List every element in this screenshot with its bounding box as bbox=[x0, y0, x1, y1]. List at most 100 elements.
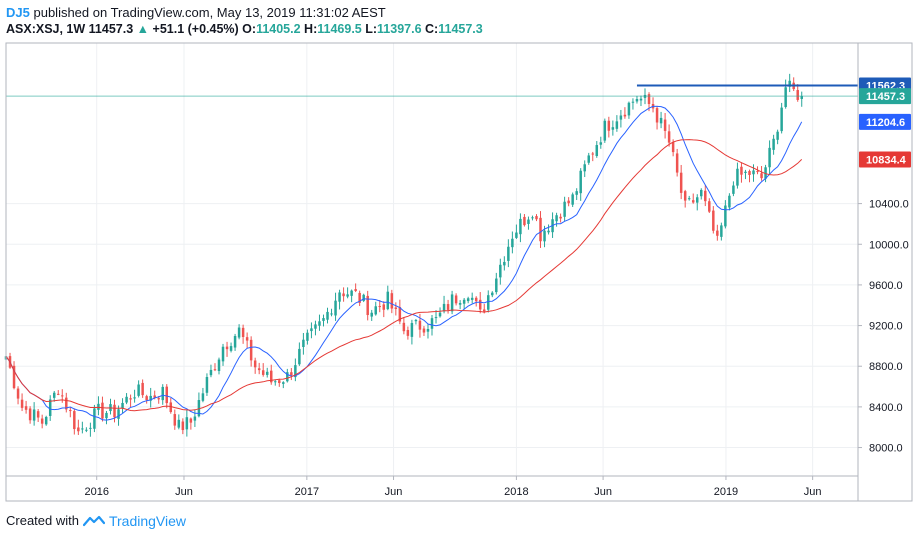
candle-body bbox=[346, 294, 348, 296]
candle-body bbox=[326, 312, 328, 320]
price-tag-label: 10834.4 bbox=[866, 154, 907, 166]
candle-body bbox=[567, 201, 569, 204]
candle-body bbox=[302, 340, 304, 347]
ohlc-legend: ASX:XSJ, 1W 11457.3 ▲ +51.1 (+0.45%) O:1… bbox=[6, 21, 483, 38]
candle-body bbox=[354, 289, 356, 291]
candle-body bbox=[210, 370, 212, 375]
candle-body bbox=[374, 306, 376, 314]
candle-body bbox=[712, 211, 714, 231]
candle-body bbox=[507, 247, 509, 261]
candle-body bbox=[616, 121, 618, 128]
candle-body bbox=[716, 231, 718, 236]
candle-body bbox=[768, 148, 770, 167]
candle-body bbox=[732, 186, 734, 194]
candle-body bbox=[133, 397, 135, 398]
candle-body bbox=[511, 239, 513, 247]
candle-body bbox=[141, 383, 143, 395]
candle-body bbox=[419, 321, 421, 330]
candle-body bbox=[688, 198, 690, 199]
candle-body bbox=[772, 139, 774, 150]
candle-body bbox=[310, 328, 312, 331]
candle-body bbox=[77, 427, 79, 431]
price-tags: 11562.311457.311204.610834.4 bbox=[859, 77, 911, 167]
price-tick-label: 8800.0 bbox=[869, 361, 903, 373]
candle-body bbox=[439, 313, 441, 317]
candle-body bbox=[129, 398, 131, 399]
time-tick-label: Jun bbox=[594, 486, 612, 498]
price-tick-label: 8400.0 bbox=[869, 402, 903, 414]
candle-body bbox=[53, 393, 55, 398]
candle-body bbox=[784, 87, 786, 107]
candle-body bbox=[487, 295, 489, 310]
time-tick-label: Jun bbox=[385, 486, 403, 498]
open-label: O: bbox=[242, 22, 256, 36]
high-label: H: bbox=[304, 22, 317, 36]
candle-body bbox=[306, 333, 308, 341]
candle-body bbox=[222, 347, 224, 362]
candle-body bbox=[214, 369, 216, 370]
candle-body bbox=[519, 219, 521, 234]
candle-body bbox=[250, 340, 252, 360]
candle-body bbox=[740, 167, 742, 175]
candle-body bbox=[246, 337, 248, 340]
high-value: 11469.5 bbox=[317, 22, 362, 36]
candle-body bbox=[182, 422, 184, 431]
time-tick-label: 2019 bbox=[714, 486, 738, 498]
publisher-username[interactable]: DJ5 bbox=[6, 5, 30, 20]
candle-body bbox=[322, 318, 324, 321]
candle-body bbox=[318, 321, 320, 325]
price-axis[interactable]: 8000.0 8400.0 8800.0 9200.0 9600.0 10000.0 104… bbox=[858, 199, 909, 455]
candle-body bbox=[608, 121, 610, 131]
candle-body bbox=[314, 324, 316, 328]
candle-body bbox=[121, 403, 123, 408]
candle-body bbox=[383, 304, 385, 309]
candle-body bbox=[342, 294, 344, 297]
candle-body bbox=[539, 218, 541, 241]
candle-body bbox=[166, 387, 168, 403]
candle-body bbox=[664, 120, 666, 131]
candle-body bbox=[125, 397, 127, 403]
time-tick-label: Jun bbox=[175, 486, 193, 498]
candle-body bbox=[391, 293, 393, 308]
candle-body bbox=[330, 313, 332, 314]
price-change: +51.1 (+0.45%) bbox=[153, 22, 239, 36]
candle-body bbox=[748, 171, 750, 175]
candle-body bbox=[41, 419, 43, 424]
symbol-interval[interactable]: ASX:XSJ, 1W bbox=[6, 22, 85, 36]
close-value: 11457.3 bbox=[438, 22, 483, 36]
low-label: L: bbox=[365, 22, 377, 36]
candle-body bbox=[692, 200, 694, 202]
candle-body bbox=[547, 231, 549, 233]
candle-body bbox=[600, 142, 602, 144]
candle-body bbox=[387, 292, 389, 309]
candle-body bbox=[455, 295, 457, 303]
candle-body bbox=[230, 346, 232, 351]
candle-body bbox=[684, 191, 686, 200]
chart-canvas[interactable]: 8000.08400.08800.09200.09600.010000.0104… bbox=[0, 0, 920, 539]
candle-body bbox=[69, 410, 71, 411]
time-tick-label: 2017 bbox=[295, 486, 319, 498]
candle-body bbox=[274, 381, 276, 382]
candle-body bbox=[483, 309, 485, 311]
price-tick-label: 10400.0 bbox=[869, 199, 909, 211]
candle-body bbox=[571, 194, 573, 204]
candle-body bbox=[624, 115, 626, 117]
candle-body bbox=[704, 191, 706, 201]
candle-body bbox=[680, 173, 682, 193]
candle-body bbox=[370, 313, 372, 317]
candle-body bbox=[45, 417, 47, 424]
candle-body bbox=[736, 169, 738, 186]
candle-body bbox=[206, 377, 208, 393]
candle-body bbox=[656, 108, 658, 122]
time-tick-label: Jun bbox=[804, 486, 822, 498]
candle-body bbox=[238, 328, 240, 338]
candle-body bbox=[696, 197, 698, 202]
candle-body bbox=[218, 360, 220, 371]
candle-body bbox=[467, 298, 469, 301]
candle-body bbox=[640, 99, 642, 101]
candle-body bbox=[563, 202, 565, 217]
candle-body bbox=[57, 394, 59, 395]
candle-body bbox=[395, 307, 397, 308]
candle-body bbox=[724, 206, 726, 227]
tradingview-brand-link[interactable]: TradingView bbox=[109, 512, 186, 530]
